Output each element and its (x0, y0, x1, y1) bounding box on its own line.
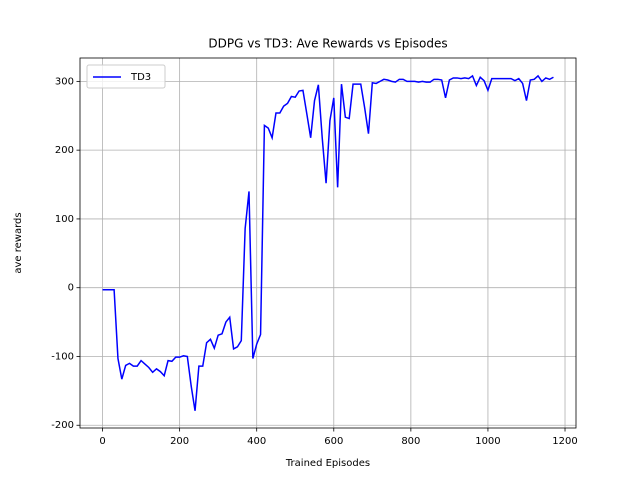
y-tick-label: 200 (55, 145, 74, 156)
y-axis-label: ave rewards (13, 212, 24, 273)
y-tick-label: -100 (51, 351, 74, 362)
chart-title: DDPG vs TD3: Ave Rewards vs Episodes (208, 37, 447, 51)
x-tick-label: 0 (99, 436, 105, 447)
x-tick-label: 600 (324, 436, 343, 447)
plot-frame (79, 57, 577, 429)
y-tick-label: -200 (51, 420, 74, 431)
x-tick-label: 1000 (475, 436, 500, 447)
x-tick-label: 200 (170, 436, 189, 447)
x-tick-label: 800 (401, 436, 420, 447)
y-tick-label: 0 (68, 283, 74, 294)
legend-box (86, 64, 166, 89)
legend-label: TD3 (130, 72, 151, 83)
x-tick-label: 400 (247, 436, 266, 447)
data-line (102, 74, 554, 411)
x-axis-label: Trained Episodes (285, 458, 370, 469)
x-tick-label: 1200 (552, 436, 577, 447)
y-tick-label: 300 (55, 76, 74, 87)
y-tick-label: 100 (55, 214, 74, 225)
